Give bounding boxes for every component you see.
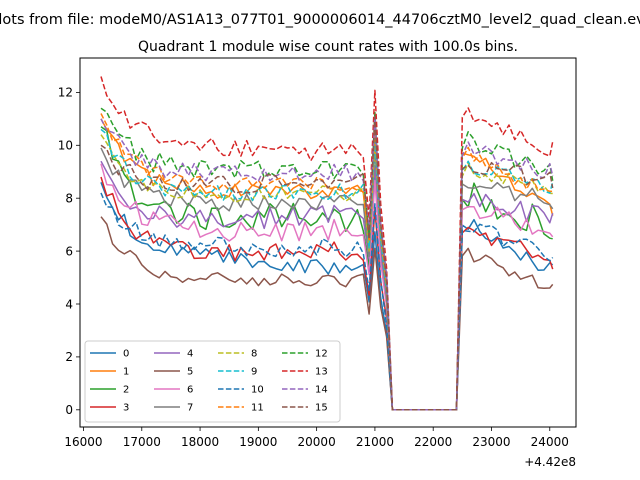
legend-label-0: 0: [123, 349, 129, 360]
y-tick-label-6: 6: [65, 244, 73, 258]
y-tick-label-0: 0: [65, 403, 73, 417]
y-tick-label-4: 4: [65, 297, 73, 311]
legend-label-4: 4: [187, 349, 193, 360]
series-line-5: [100, 216, 554, 411]
legend-label-1: 1: [123, 367, 129, 378]
legend-label-5: 5: [187, 367, 193, 378]
legend-label-14: 14: [315, 385, 328, 396]
series-lines: [100, 76, 554, 411]
legend-label-8: 8: [251, 349, 257, 360]
chart-title: Quadrant 1 module wise count rates with …: [138, 39, 518, 55]
x-tick-label-23000: 23000: [472, 435, 510, 449]
legend-label-10: 10: [251, 385, 264, 396]
legend-frame: [84, 340, 341, 423]
series-line-4: [100, 160, 554, 411]
x-tick-label-16000: 16000: [64, 435, 102, 449]
x-tick-label-24000: 24000: [531, 435, 569, 449]
series-line-11: [100, 113, 553, 411]
legend-label-12: 12: [315, 349, 328, 360]
series-line-15: [100, 116, 554, 411]
y-tick-label-12: 12: [58, 86, 73, 100]
y-tick-label-8: 8: [65, 191, 73, 205]
series-line-0: [100, 182, 554, 411]
legend-label-15: 15: [315, 403, 328, 414]
plot-frame: [79, 57, 577, 428]
series-line-13: [100, 76, 554, 411]
legend-label-7: 7: [187, 403, 193, 414]
series-line-2: [100, 126, 553, 411]
legend-label-3: 3: [123, 403, 129, 414]
x-offset-label: +4.42e8: [524, 455, 576, 469]
series-line-7: [100, 147, 554, 411]
legend-label-2: 2: [123, 385, 129, 396]
x-axis: 16000 17000 18000 19000 20000 21000 22000 23000…: [64, 427, 569, 449]
x-tick-label-21000: 21000: [356, 435, 394, 449]
y-axis: 0 2 4 6 8 10 12: [58, 86, 80, 417]
series-line-6: [100, 163, 554, 411]
y-tick-label-2: 2: [65, 350, 73, 364]
series-line-3: [100, 176, 554, 411]
series-line-10: [100, 192, 554, 411]
y-tick-label-10: 10: [58, 139, 73, 153]
x-tick-label-19000: 19000: [239, 435, 277, 449]
x-tick-label-22000: 22000: [414, 435, 452, 449]
series-line-12: [100, 107, 554, 411]
x-tick-label-17000: 17000: [123, 435, 161, 449]
x-tick-label-20000: 20000: [298, 435, 336, 449]
figure-suptitle: Plots from file: modeM0/AS1A13_077T01_90…: [0, 12, 640, 28]
legend-label-11: 11: [251, 403, 264, 414]
x-tick-label-18000: 18000: [181, 435, 219, 449]
legend-label-6: 6: [187, 385, 193, 396]
series-line-9: [100, 128, 554, 411]
legend-label-9: 9: [251, 367, 257, 378]
series-line-14: [100, 115, 554, 411]
legend-label-13: 13: [315, 367, 328, 378]
